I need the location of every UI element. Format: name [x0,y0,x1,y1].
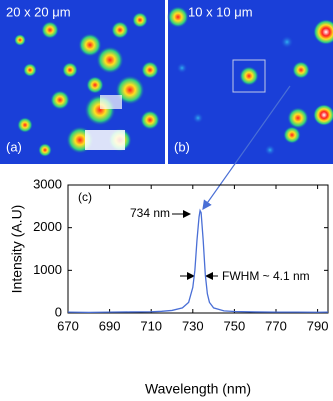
y-tick-label: 2000 [33,219,62,234]
annotation: FWHM ~ 4.1 nm [222,269,310,283]
panel-b: 10 x 10 μm (b) [167,0,333,164]
x-tick-label: 670 [57,318,79,333]
zoom-arrow [202,85,291,210]
x-tick-label: 750 [224,318,246,333]
panel-a: 20 x 20 μm (a) [0,0,165,164]
panel-label: (b) [174,139,190,154]
x-tick-label: 730 [182,318,204,333]
plot: (c) 734 nm FWHM ~ 4.1 nm Wavelength (nm)… [9,184,329,397]
y-axis-label: Intensity (A.U) [9,205,25,294]
x-tick-label: 690 [99,318,121,333]
y-tick-label: 1000 [33,262,62,277]
x-tick-label: 710 [140,318,162,333]
scale-label: 20 x 20 μm [6,4,71,19]
plot-frame [67,184,329,314]
scale-label: 10 x 10 μm [188,4,253,19]
x-axis-label: Wavelength (nm) [145,381,251,397]
x-tick-label: 770 [265,318,287,333]
y-tick-label: 0 [55,304,62,319]
x-tick-label: 790 [307,318,329,333]
line [67,208,329,314]
y-tick-label: 3000 [33,176,62,191]
annotation: 734 nm [130,206,170,220]
panel-label: (c) [78,190,92,204]
image-b-spots [167,6,333,156]
image-a-spots [14,12,160,157]
panel-label: (a) [6,139,22,154]
